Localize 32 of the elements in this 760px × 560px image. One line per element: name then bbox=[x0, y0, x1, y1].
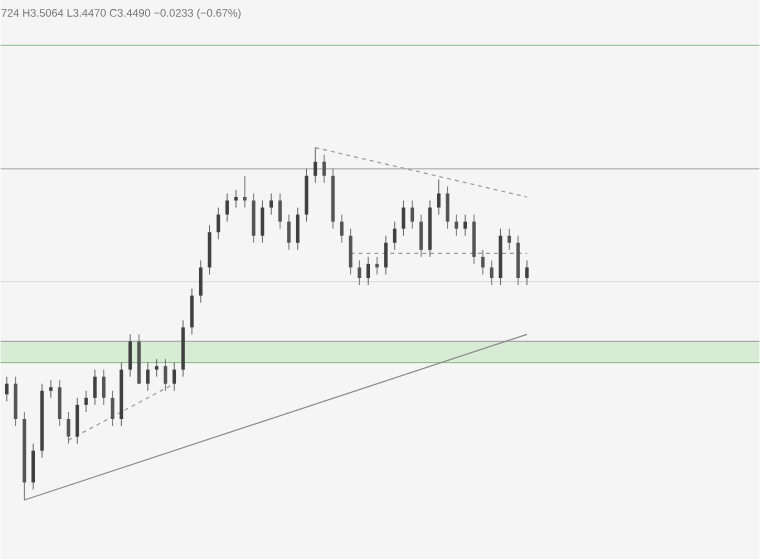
candlestick bbox=[472, 214, 476, 265]
candlestick bbox=[128, 334, 132, 378]
candlestick bbox=[481, 249, 485, 276]
candlestick bbox=[525, 260, 529, 286]
candlestick bbox=[225, 193, 229, 223]
candlestick bbox=[340, 214, 344, 244]
candlestick bbox=[331, 168, 335, 230]
candlestick bbox=[243, 175, 247, 209]
candlestick bbox=[93, 369, 97, 406]
candlestick bbox=[31, 443, 35, 491]
candlestick bbox=[269, 193, 274, 216]
candlestick bbox=[437, 179, 441, 216]
candlestick bbox=[190, 288, 194, 336]
candlestick bbox=[419, 214, 423, 258]
candlestick bbox=[278, 193, 282, 230]
candlestick bbox=[322, 154, 326, 184]
candlestick bbox=[234, 189, 238, 209]
candlestick bbox=[49, 380, 53, 399]
candlestick bbox=[516, 235, 520, 286]
candlestick bbox=[384, 235, 388, 276]
candlestick bbox=[154, 359, 159, 378]
candlestick bbox=[428, 200, 432, 258]
candlestick bbox=[84, 390, 88, 413]
candlestick bbox=[463, 214, 467, 237]
candlestick bbox=[375, 256, 379, 276]
candlestick bbox=[366, 256, 370, 286]
candlestick bbox=[181, 320, 185, 378]
candlestick bbox=[287, 214, 291, 251]
candlestick bbox=[101, 369, 106, 406]
candlestick bbox=[5, 376, 9, 403]
candlestick bbox=[137, 334, 141, 385]
candlestick bbox=[146, 362, 150, 392]
